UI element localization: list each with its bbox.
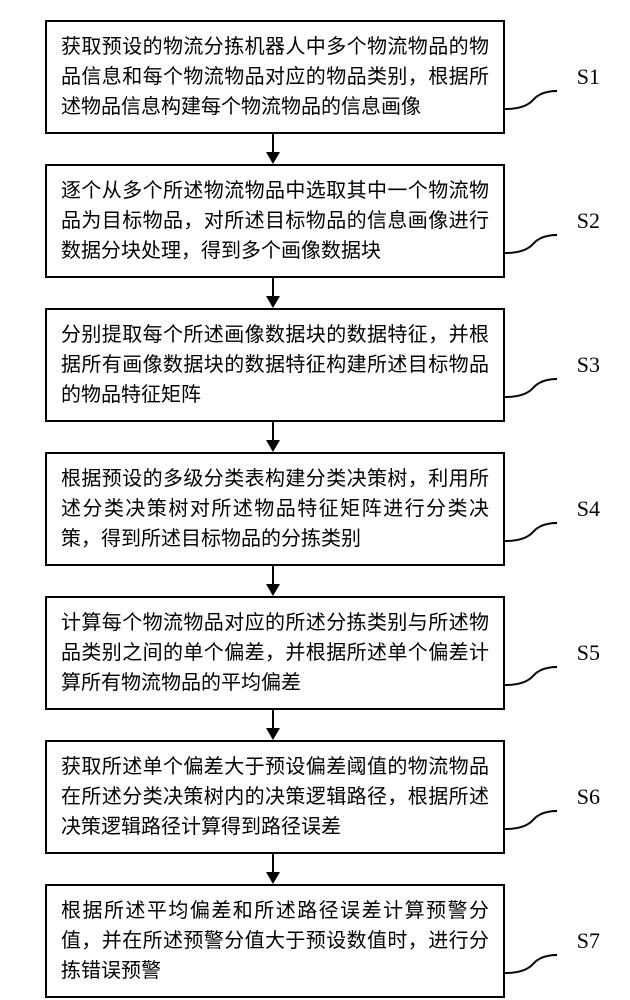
curve-connector-s7 — [505, 951, 560, 981]
curve-connector-s5 — [505, 663, 560, 693]
step-row-s3: 分别提取每个所述画像数据块的数据特征，并根据所有画像数据块的数据特征构建所述目标… — [20, 308, 610, 422]
step-label-s3: S3 — [577, 352, 600, 378]
arrow-down-icon — [266, 854, 280, 884]
step-label-s5: S5 — [577, 640, 600, 666]
step-label-s4: S4 — [577, 496, 600, 522]
step-label-s2: S2 — [577, 208, 600, 234]
step-label-s7: S7 — [577, 928, 600, 954]
curve-connector-s2 — [505, 231, 560, 261]
curve-connector-s6 — [505, 807, 560, 837]
step-row-s6: 获取所述单个偏差大于预设偏差阈值的物流物品在所述分类决策树内的决策逻辑路径，根据… — [20, 740, 610, 854]
curve-connector-s3 — [505, 375, 560, 405]
step-row-s5: 计算每个物流物品对应的所述分拣类别与所述物品类别之间的单个偏差，并根据所述单个偏… — [20, 596, 610, 710]
step-label-s1: S1 — [577, 64, 600, 90]
step-row-s4: 根据预设的多级分类表构建分类决策树，利用所述分类决策树对所述物品特征矩阵进行分类… — [20, 452, 610, 566]
curve-connector-s4 — [505, 519, 560, 549]
step-row-s7: 根据所述平均偏差和所述路径误差计算预警分值，并在所述预警分值大于预设数值时，进行… — [20, 884, 610, 998]
step-box-s4: 根据预设的多级分类表构建分类决策树，利用所述分类决策树对所述物品特征矩阵进行分类… — [45, 452, 505, 566]
arrow-down-icon — [266, 134, 280, 164]
arrow-down-icon — [266, 566, 280, 596]
arrow-down-icon — [266, 278, 280, 308]
step-box-s7: 根据所述平均偏差和所述路径误差计算预警分值，并在所述预警分值大于预设数值时，进行… — [45, 884, 505, 998]
step-row-s2: 逐个从多个所述物流物品中选取其中一个物流物品为目标物品，对所述目标物品的信息画像… — [20, 164, 610, 278]
step-box-s6: 获取所述单个偏差大于预设偏差阈值的物流物品在所述分类决策树内的决策逻辑路径，根据… — [45, 740, 505, 854]
curve-connector-s1 — [505, 87, 560, 117]
arrow-down-icon — [266, 422, 280, 452]
step-row-s1: 获取预设的物流分拣机器人中多个物流物品的物品信息和每个物流物品对应的物品类别，根… — [20, 20, 610, 134]
step-box-s5: 计算每个物流物品对应的所述分拣类别与所述物品类别之间的单个偏差，并根据所述单个偏… — [45, 596, 505, 710]
step-label-s6: S6 — [577, 784, 600, 810]
step-box-s2: 逐个从多个所述物流物品中选取其中一个物流物品为目标物品，对所述目标物品的信息画像… — [45, 164, 505, 278]
arrow-down-icon — [266, 710, 280, 740]
step-box-s1: 获取预设的物流分拣机器人中多个物流物品的物品信息和每个物流物品对应的物品类别，根… — [45, 20, 505, 134]
flowchart-container: 获取预设的物流分拣机器人中多个物流物品的物品信息和每个物流物品对应的物品类别，根… — [20, 20, 610, 998]
step-box-s3: 分别提取每个所述画像数据块的数据特征，并根据所有画像数据块的数据特征构建所述目标… — [45, 308, 505, 422]
